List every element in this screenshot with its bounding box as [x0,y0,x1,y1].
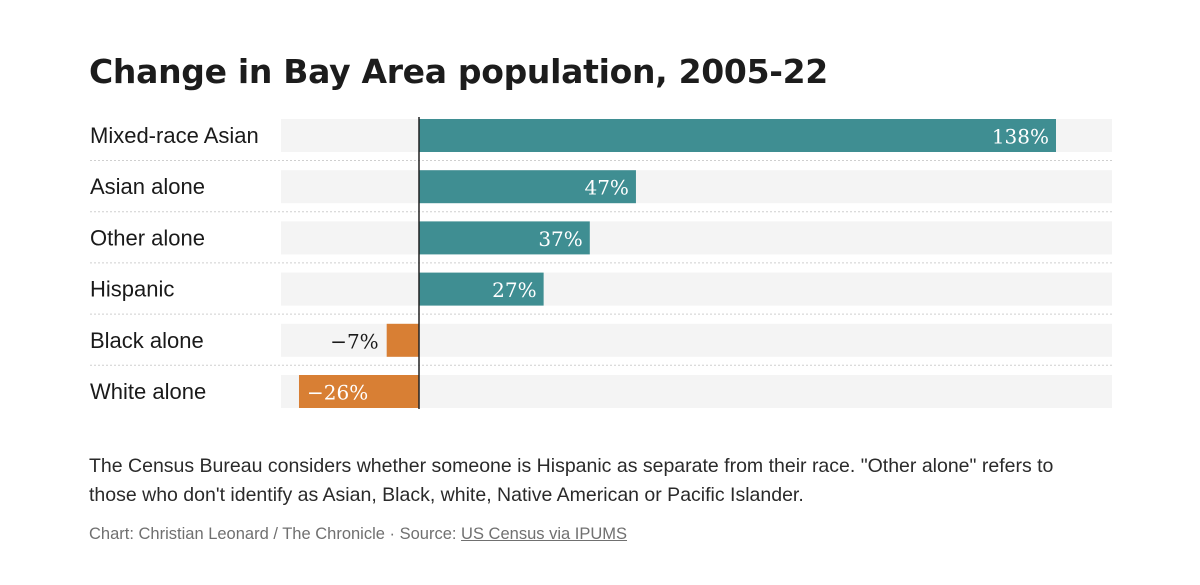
category-label: White alone [90,379,206,404]
category-label: Asian alone [90,174,205,199]
bar-track [281,221,1112,255]
bar-other-alone [419,221,590,255]
chart-title: Change in Bay Area population, 2005-22 [89,52,828,91]
category-label: Mixed-race Asian [90,123,259,148]
bar-track [281,170,1112,204]
source-link[interactable]: US Census via IPUMS [461,525,628,543]
bar-chart: Mixed-race Asian Asian alone Other alone Hi… [90,117,1112,409]
value-label: −26% [307,381,368,405]
bar-hispanic [419,272,544,306]
chart-credit: Chart: Christian Leonard / The Chronicle… [89,525,627,544]
credit-text: Chart: Christian Leonard / The Chronicle… [89,525,462,543]
category-label: Hispanic [90,277,174,302]
value-label: 138% [992,125,1049,149]
category-label: Black alone [90,328,204,353]
bar-asian-alone [419,170,636,204]
bar-track [281,272,1112,306]
category-label: Other alone [90,225,205,250]
value-label: 47% [584,176,628,200]
value-label: 27% [492,278,536,302]
value-label: −7% [330,329,379,353]
bar-black-alone [386,323,419,357]
bar-white-alone [298,375,419,408]
value-label: 37% [538,227,582,251]
bar-mixed-race-asian [419,119,1056,152]
chart-note: The Census Bureau considers whether some… [89,455,1054,506]
